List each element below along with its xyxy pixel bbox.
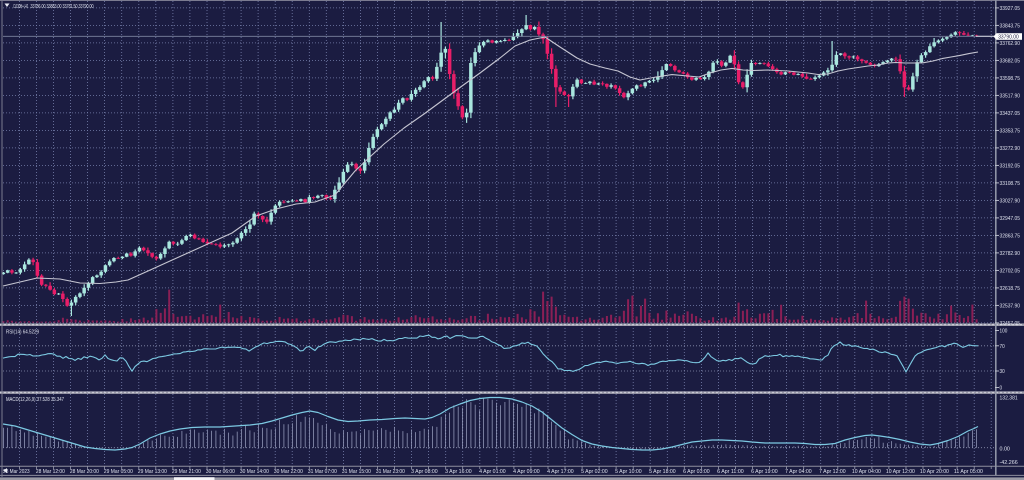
svg-text:-42.266: -42.266	[1000, 460, 1018, 466]
svg-text:11 Apr 05:00: 11 Apr 05:00	[954, 469, 983, 475]
svg-text:4 Apr 09:00: 4 Apr 09:00	[513, 469, 540, 475]
svg-text:33437.05: 33437.05	[1000, 111, 1021, 117]
svg-text:30 Mar 06:00: 30 Mar 06:00	[206, 469, 235, 475]
svg-text:33598.75: 33598.75	[1000, 76, 1021, 82]
svg-text:31 Mar 07:00: 31 Mar 07:00	[308, 469, 337, 475]
svg-text:33790.00: 33790.00	[998, 35, 1019, 41]
svg-text:DJ30ft+,H1: DJ30ft+,H1	[14, 4, 29, 10]
svg-text:33786.00 33883.00 33781.50 337: 33786.00 33883.00 33781.50 33790.00	[31, 4, 94, 10]
svg-text:70: 70	[1000, 344, 1005, 350]
svg-text:33762.90: 33762.90	[1000, 41, 1021, 47]
svg-text:10 Apr 12:00: 10 Apr 12:00	[886, 469, 915, 475]
svg-text:33108.75: 33108.75	[1000, 181, 1021, 187]
svg-text:33682.05: 33682.05	[1000, 59, 1021, 65]
svg-text:33517.90: 33517.90	[1000, 94, 1021, 100]
svg-text:RSI(14) 64.5229: RSI(14) 64.5229	[6, 329, 39, 335]
svg-text:28 Mar 20:00: 28 Mar 20:00	[70, 469, 99, 475]
svg-text:32537.90: 32537.90	[1000, 304, 1021, 310]
svg-text:32702.05: 32702.05	[1000, 269, 1021, 275]
svg-text:10 Apr 20:00: 10 Apr 20:00	[920, 469, 949, 475]
svg-text:5 Apr 10:00: 5 Apr 10:00	[615, 469, 642, 475]
svg-text:33353.75: 33353.75	[1000, 129, 1021, 135]
svg-text:32457.05: 32457.05	[1000, 321, 1021, 327]
svg-text:6 Apr 19:00: 6 Apr 19:00	[751, 469, 778, 475]
svg-text:33027.90: 33027.90	[1000, 199, 1021, 205]
svg-text:5 Apr 18:00: 5 Apr 18:00	[649, 469, 676, 475]
svg-text:7 Apr 04:00: 7 Apr 04:00	[785, 469, 812, 475]
svg-text:33843.75: 33843.75	[1000, 24, 1021, 30]
svg-text:100: 100	[1000, 329, 1008, 335]
svg-text:29 Mar 05:00: 29 Mar 05:00	[104, 469, 133, 475]
svg-text:0.00: 0.00	[1000, 446, 1010, 452]
svg-text:29 Mar 13:00: 29 Mar 13:00	[138, 469, 167, 475]
svg-text:28 Mar 12:00: 28 Mar 12:00	[36, 469, 65, 475]
svg-text:30 Mar 22:00: 30 Mar 22:00	[274, 469, 303, 475]
svg-text:0: 0	[1000, 386, 1003, 392]
svg-text:4 Apr 17:00: 4 Apr 17:00	[547, 469, 574, 475]
svg-text:7 Apr 12:00: 7 Apr 12:00	[819, 469, 846, 475]
svg-text:3 Apr 08:00: 3 Apr 08:00	[411, 469, 438, 475]
svg-text:32782.90: 32782.90	[1000, 251, 1021, 257]
svg-text:28 Mar 2023: 28 Mar 2023	[3, 469, 30, 475]
svg-text:33192.05: 33192.05	[1000, 164, 1021, 170]
svg-text:33272.90: 33272.90	[1000, 146, 1021, 152]
svg-text:30 Mar 14:00: 30 Mar 14:00	[240, 469, 269, 475]
svg-text:31 Mar 15:00: 31 Mar 15:00	[342, 469, 371, 475]
svg-text:4 Apr 01:00: 4 Apr 01:00	[479, 469, 506, 475]
svg-text:32863.75: 32863.75	[1000, 234, 1021, 240]
svg-text:132.381: 132.381	[1000, 395, 1018, 401]
svg-text:5 Apr 02:00: 5 Apr 02:00	[581, 469, 608, 475]
svg-text:6 Apr 11:00: 6 Apr 11:00	[717, 469, 744, 475]
svg-text:6 Apr 03:00: 6 Apr 03:00	[683, 469, 710, 475]
svg-text:31 Mar 23:00: 31 Mar 23:00	[376, 469, 405, 475]
svg-text:32947.05: 32947.05	[1000, 216, 1021, 222]
svg-text:32618.75: 32618.75	[1000, 286, 1021, 292]
svg-text:29 Mar 21:00: 29 Mar 21:00	[172, 469, 201, 475]
svg-text:33927.05: 33927.05	[1000, 6, 1021, 12]
svg-text:10 Apr 04:00: 10 Apr 04:00	[852, 469, 881, 475]
svg-text:3 Apr 16:00: 3 Apr 16:00	[445, 469, 472, 475]
svg-text:MACD(12,26,9) 37.528 35.347: MACD(12,26,9) 37.528 35.347	[6, 397, 64, 403]
svg-text:30: 30	[1000, 369, 1005, 375]
